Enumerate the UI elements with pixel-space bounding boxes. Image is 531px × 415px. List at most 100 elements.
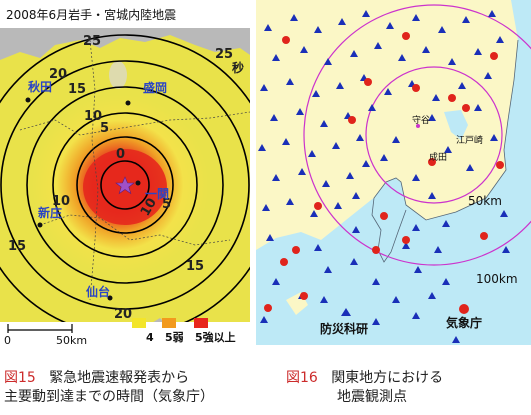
nied-station-triangle <box>368 104 376 111</box>
ring-25 <box>0 34 250 334</box>
legend-swatch-4 <box>132 318 146 328</box>
nied-station-triangle <box>332 142 340 149</box>
ring-0 <box>100 160 150 210</box>
ring-label-15-west: 15 <box>8 239 26 254</box>
label-narita: 成田 <box>429 151 447 163</box>
nied-station-triangle <box>266 234 274 241</box>
nied-station-triangle <box>444 146 452 153</box>
legend-swatch-5strong <box>194 318 208 328</box>
nied-station-triangle <box>496 36 504 43</box>
nied-station-triangle <box>310 210 318 217</box>
nied-station-triangle <box>428 114 436 121</box>
nied-station-triangle <box>386 22 394 29</box>
nied-station-triangle <box>414 266 422 273</box>
nied-station-triangle <box>324 58 332 65</box>
jma-station-dot <box>282 36 290 44</box>
arrival-time-rings <box>0 34 250 334</box>
jma-station-dot <box>348 116 356 124</box>
nied-station-triangle <box>320 120 328 127</box>
figure-15-map: 2008年6月岩手・宮城内陸地震 <box>0 7 250 345</box>
ring-15 <box>26 86 224 284</box>
nied-station-triangle <box>352 192 360 199</box>
place-morioka: 盛岡 <box>143 80 167 95</box>
map-title: 2008年6月岩手・宮城内陸地震 <box>6 7 176 22</box>
jma-station-dot <box>280 258 288 266</box>
jma-station-dot <box>292 246 300 254</box>
nied-station-triangle <box>392 296 400 303</box>
nied-station-triangle <box>422 46 430 53</box>
nied-station-triangle <box>264 24 272 31</box>
place-akita: 秋田 <box>28 79 52 94</box>
figure-15-number: 図15 <box>4 370 36 386</box>
nied-station-triangle <box>296 108 304 115</box>
nied-station-triangle <box>458 82 466 89</box>
legend-label-5strong: 5強以上 <box>195 330 236 344</box>
ring-5 <box>76 136 174 234</box>
nied-station-triangle <box>452 336 460 343</box>
jma-station-dot <box>480 232 488 240</box>
jma-station-dot <box>380 212 388 220</box>
nied-station-triangle <box>350 50 358 57</box>
legend-nied-triangle <box>341 308 351 316</box>
legend-jma-label: 気象庁 <box>446 315 482 330</box>
ring-label-5: 5 <box>100 121 109 136</box>
jma-station-dot <box>372 246 380 254</box>
nied-station-triangle <box>270 114 278 121</box>
nied-station-triangle <box>490 134 498 141</box>
ring-label-0: 0 <box>116 147 125 162</box>
nied-station-triangle <box>260 84 268 91</box>
nied-station-triangle <box>484 72 492 79</box>
nied-station-triangle <box>442 220 450 227</box>
place-sendai: 仙台 <box>86 284 110 299</box>
center-dot-moriya <box>416 124 420 128</box>
nied-station-triangle <box>488 10 496 17</box>
nied-station-triangle <box>466 164 474 171</box>
figure-15-caption-line2: 主要動到達までの時間（気象庁） <box>4 389 214 405</box>
nied-station-triangle <box>392 136 400 143</box>
nied-station-triangle <box>412 312 420 319</box>
nied-station-triangle <box>336 82 344 89</box>
nied-station-triangle <box>338 18 346 25</box>
jma-station-dot <box>402 236 410 244</box>
prefecture-borders <box>19 39 250 301</box>
nied-station-triangle <box>500 210 508 217</box>
nied-station-triangle <box>298 168 306 175</box>
lake <box>444 110 468 140</box>
nied-stations <box>258 10 510 343</box>
ring-label-unit: 秒 <box>232 60 244 75</box>
jma-station-dot <box>412 84 420 92</box>
nied-station-triangle <box>434 246 442 253</box>
nied-station-triangle <box>428 292 436 299</box>
nied-station-triangle <box>362 160 370 167</box>
ring-label-5-east: 5 <box>162 197 171 212</box>
jma-station-dot <box>300 292 308 300</box>
ring-10 <box>52 112 198 258</box>
figure-16-map: 守谷 江戸崎 成田 50km 100km 防災科研 気象庁 <box>256 0 531 345</box>
jma-stations <box>264 32 504 312</box>
nied-station-triangle <box>380 154 388 161</box>
scale-start: 0 <box>4 334 11 345</box>
nied-station-triangle <box>322 180 330 187</box>
nied-station-triangle <box>314 244 322 251</box>
ring-label-20-south: 20 <box>114 307 132 322</box>
station-legend: 防災科研 気象庁 <box>320 304 482 336</box>
nied-station-triangle <box>272 54 280 61</box>
jma-station-dot <box>402 32 410 40</box>
intensity-legend: 4 5弱 5強以上 <box>116 318 250 345</box>
label-edosaki: 江戸崎 <box>456 134 483 146</box>
nied-station-triangle <box>312 90 320 97</box>
nied-station-triangle <box>286 198 294 205</box>
nied-station-triangle <box>384 88 392 95</box>
nied-station-triangle <box>286 78 294 85</box>
legend-jma-dot <box>459 304 469 314</box>
nied-station-triangle <box>346 172 354 179</box>
city-dot-akita <box>25 97 31 103</box>
nied-station-triangle <box>308 150 316 157</box>
label-ring-50km: 50km <box>468 194 502 208</box>
figure-16-caption-line1: 関東地方における <box>331 370 444 386</box>
nied-station-triangle <box>324 266 332 273</box>
nied-station-triangle <box>402 242 410 249</box>
nied-station-triangle <box>290 14 298 21</box>
ring-label-15: 15 <box>68 82 86 97</box>
nied-station-triangle <box>372 278 380 285</box>
